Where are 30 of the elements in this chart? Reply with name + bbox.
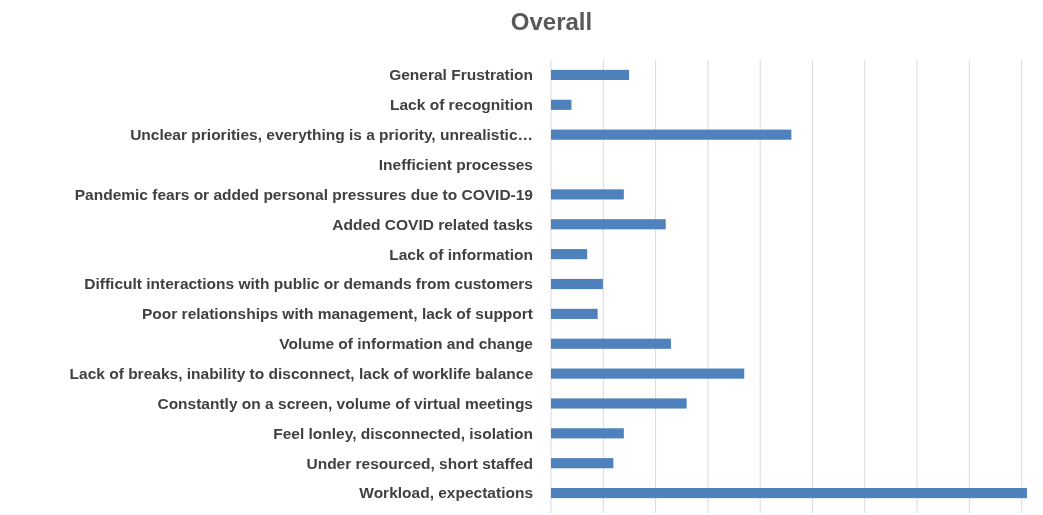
bar xyxy=(551,487,1027,499)
bar xyxy=(551,458,614,469)
bar xyxy=(551,278,603,290)
y-tick-label: Lack of breaks, inability to disconnect, lack of worklife balance xyxy=(69,365,534,383)
bar xyxy=(551,338,671,349)
y-tick-label: Constantly on a screen, volume of virtual meetings xyxy=(157,394,533,412)
bar xyxy=(551,308,598,319)
y-tick-label: Feel lonley, disconnected, isolation xyxy=(273,424,533,442)
chart-title: Overall xyxy=(510,8,593,35)
bar xyxy=(551,219,666,230)
bar xyxy=(551,398,687,409)
y-tick-label: Unclear priorities, everything is a priority, unrealistic… xyxy=(130,126,533,144)
y-tick-label: Difficult interactions with public or demands from customers xyxy=(84,275,533,293)
bar xyxy=(551,69,630,81)
y-tick-label: Volume of information and change xyxy=(279,335,534,353)
y-tick-label: Poor relationships with management, lack of support xyxy=(141,305,533,323)
y-tick-label: Lack of information xyxy=(389,245,533,263)
bar xyxy=(551,129,792,140)
bar xyxy=(551,368,745,379)
y-tick-label: General Frustration xyxy=(389,66,533,84)
y-tick-label: Pandemic fears or added personal pressures due to COVID-19 xyxy=(74,185,534,203)
y-tick-label: Under resourced, short staffed xyxy=(306,454,533,472)
y-tick-label: Lack of recognition xyxy=(390,96,533,114)
bar xyxy=(551,428,624,439)
y-tick-label: Added COVID related tasks xyxy=(332,215,533,233)
bar xyxy=(551,99,572,110)
y-tick-label: Inefficient processes xyxy=(378,155,533,173)
bar xyxy=(551,249,588,260)
y-tick-label: Workload, expectations xyxy=(359,484,533,502)
bar xyxy=(551,189,624,200)
